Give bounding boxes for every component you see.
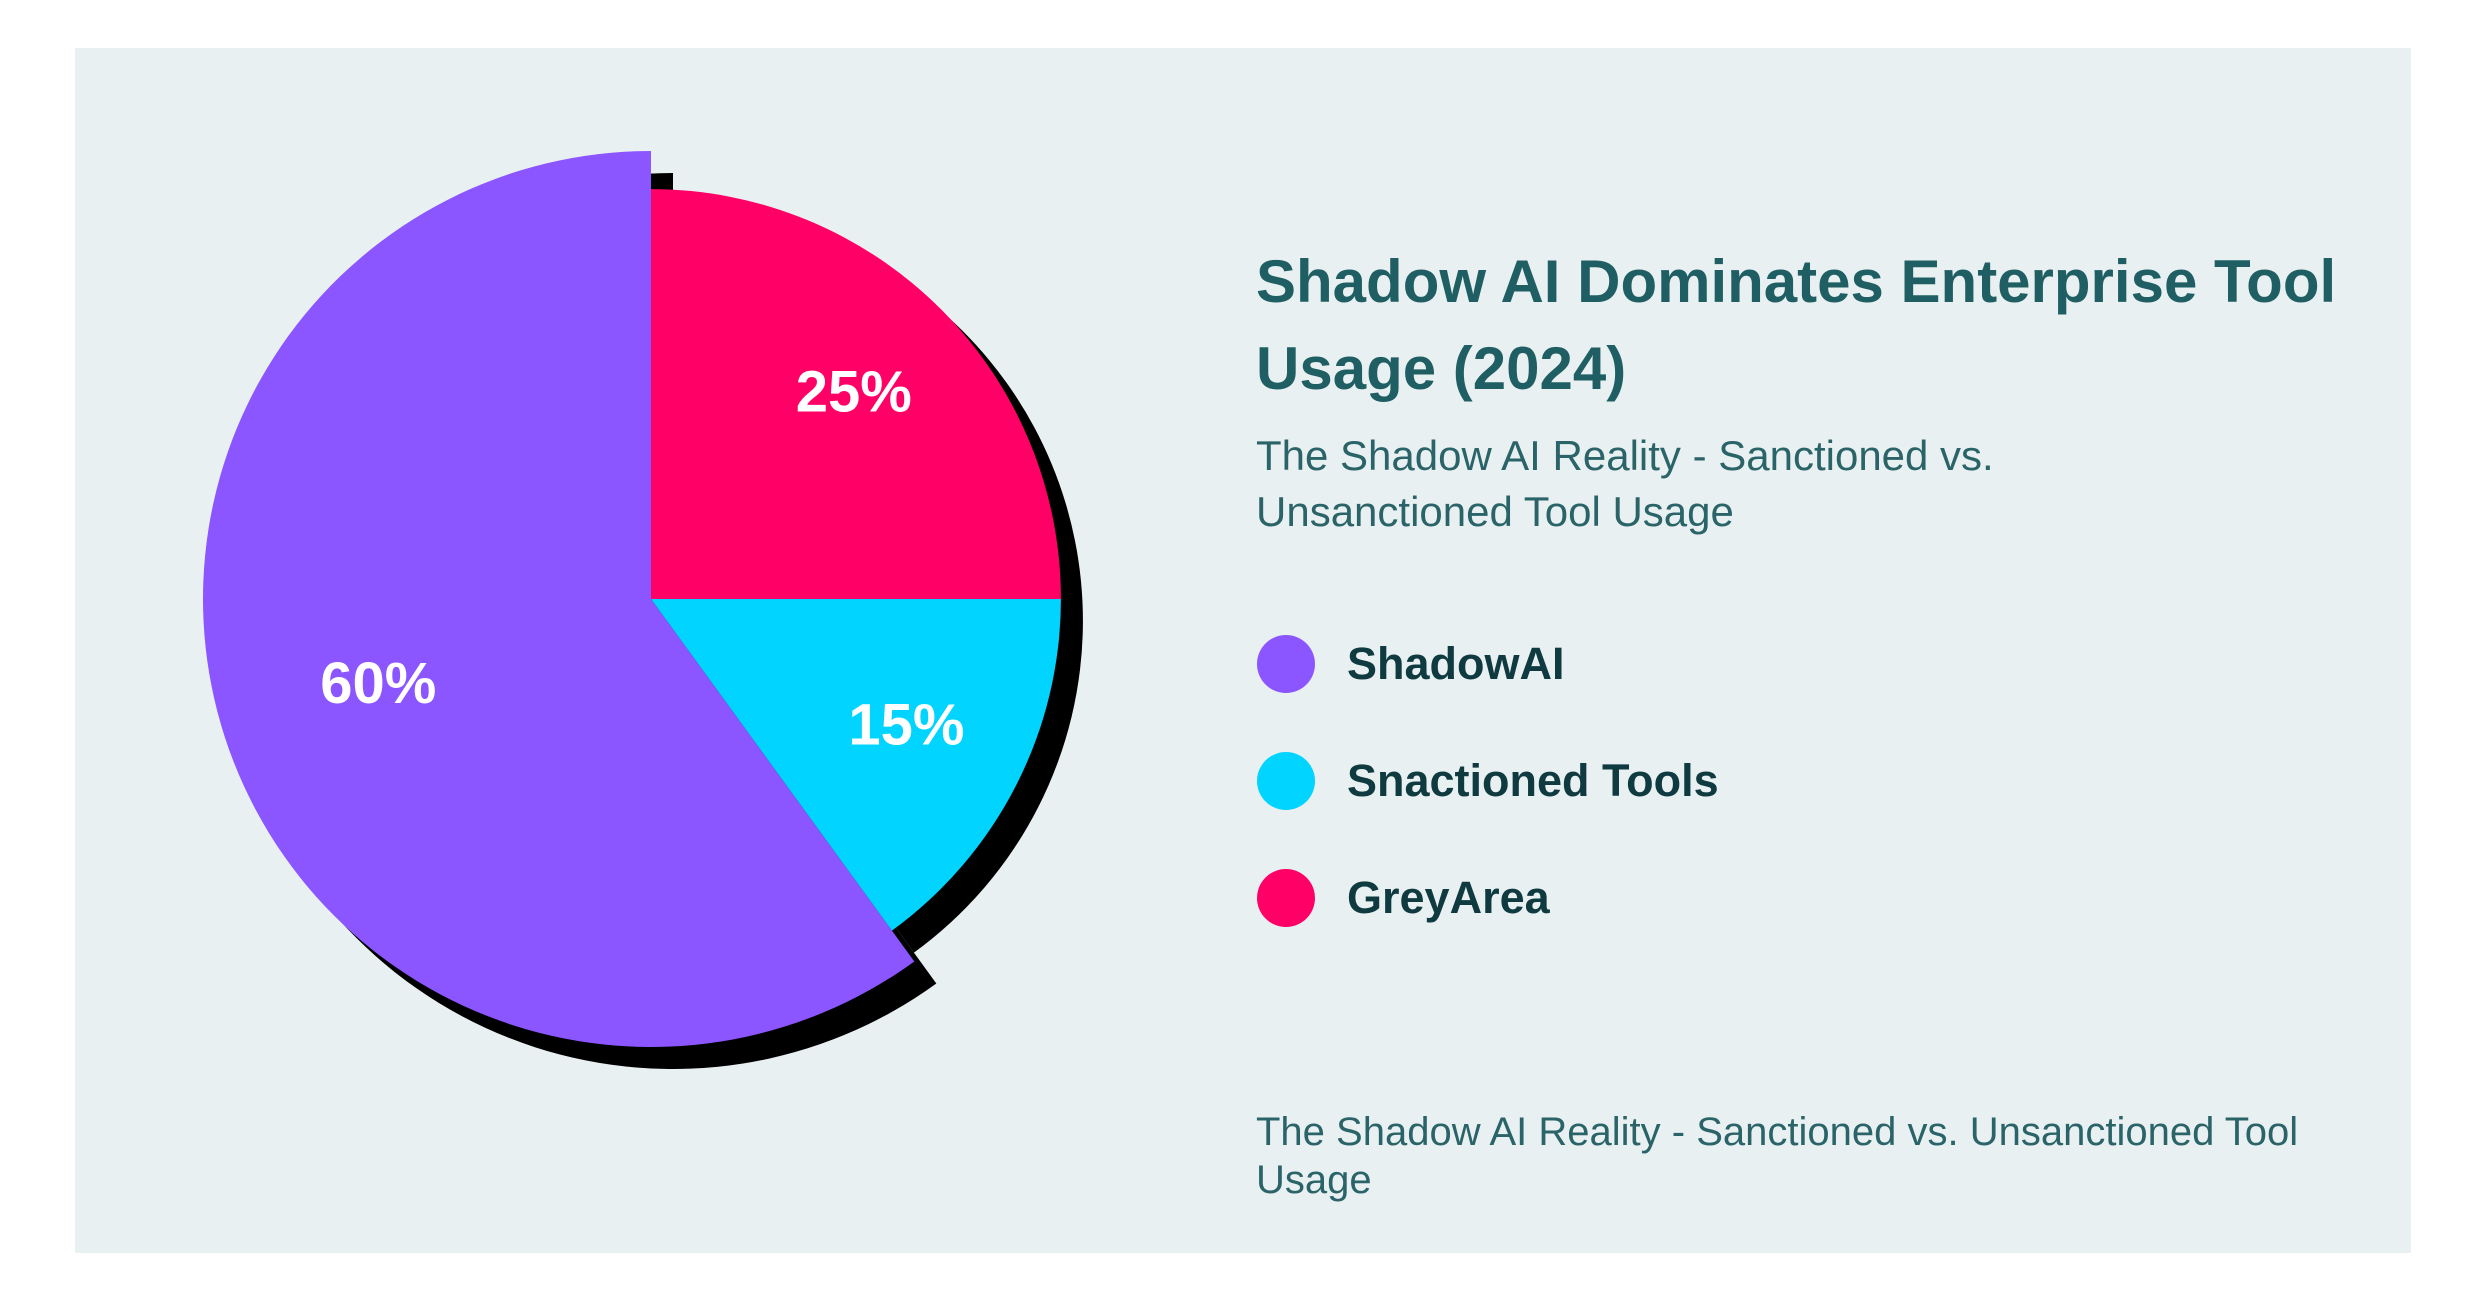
pie-slice <box>203 151 915 1047</box>
pie-slice <box>651 599 1061 931</box>
legend-swatch <box>1257 869 1315 927</box>
pie-slice <box>651 189 1061 599</box>
data-label: 25% <box>796 360 912 425</box>
chart-title: Shadow AI Dominates Enterprise Tool Usag… <box>1256 248 2337 402</box>
legend-swatch <box>1257 635 1315 693</box>
legend-swatch <box>1257 752 1315 810</box>
legend-label: ShadowAI <box>1347 638 1565 689</box>
legend-label: Snactioned Tools <box>1347 755 1719 806</box>
legend-item: Snactioned Tools <box>1257 751 1719 811</box>
legend-label: GreyArea <box>1347 872 1550 923</box>
legend-item: ShadowAI <box>1257 634 1565 694</box>
chart-caption: The Shadow AI Reality - Sanctioned vs. U… <box>1256 1110 2299 1202</box>
chart-subtitle: The Shadow AI Reality - Sanctioned vs. U… <box>1256 432 1994 535</box>
legend-item: GreyArea <box>1257 868 1550 928</box>
data-label: 15% <box>848 692 964 757</box>
data-label: 60% <box>320 651 436 716</box>
